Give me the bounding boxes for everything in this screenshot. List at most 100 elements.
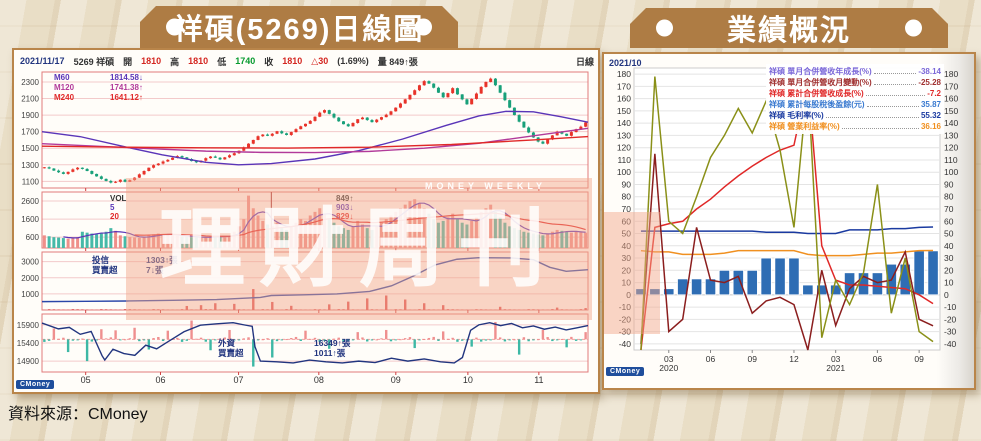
axis-label: 15900 [17,321,40,330]
axis-label: -20 [619,314,632,324]
info-item: 日線 [575,56,594,67]
axis-label: 7↓張 [146,265,164,275]
daily-chart-panel: 2021/11/17 5269 祥碩開 1810 高 1810 低 1740 收 1810 △30… [12,48,600,394]
info-item: 開 [123,56,133,67]
series-line-3 [640,153,934,351]
legend-value: 55.32 [920,111,941,120]
cmoney-logo-badge: CMoney [16,380,55,389]
info-item: 1810 [282,56,303,66]
axis-label: 20 [944,265,954,275]
axis-label: 50 [622,229,632,239]
source-note: 資料來源：CMoney [8,406,148,423]
axis-label: 50 [944,229,954,239]
ma-line-m60 [41,110,589,166]
legend-label: 祥碩 單月合併營收月變動(%) [769,78,872,87]
banner-hole-icon [656,20,673,37]
foreign-cumulative-line [41,321,589,364]
axis-label: 110 [944,155,958,165]
axis-label: 40 [622,241,632,251]
info-item: 2021/11/17 [20,56,65,66]
axis-label: 2020 [659,363,678,373]
axis-label: 買賣超 [92,265,118,275]
legend-value: 35.87 [920,100,941,109]
axis-label: 10 [463,375,473,385]
axis-label: 130 [944,130,958,140]
axis-label: 903↓ [336,203,353,212]
axis-label: 1300 [21,161,39,170]
invest-bars-group [43,289,587,310]
axis-label: -10 [944,302,957,312]
axis-label: 14900 [17,357,40,366]
axis-label: 09 [914,354,924,364]
axis-label: 2600 [21,197,39,206]
axis-label: 40 [944,241,954,251]
axis-label: 15400 [17,339,40,348]
axis-label: 10 [944,278,954,288]
axis-label: -20 [944,314,957,324]
axis-label: 160 [944,94,958,104]
performance-panel: 2021/10 祥碩 單月合併營收年成長(%) -38.14 祥碩 單月合併營收月變… [602,52,976,390]
foreign-bars-group [43,320,587,367]
axis-label: 600 [26,233,40,242]
axis-label: M60 [54,73,70,82]
axis-label: 80 [944,192,954,202]
legend-value: -25.28 [918,78,941,87]
axis-label: M240 [54,93,75,102]
axis-label: 0 [944,290,949,300]
axis-label: 829↓ [336,212,353,221]
cmoney-logo-badge: CMoney [606,367,645,376]
banner-hole-icon [166,19,183,36]
legend-row: 祥碩 單月合併營收月變動(%) -25.28 [769,77,941,88]
axis-label: 180 [617,69,631,79]
axis-label: 03 [831,354,841,364]
axis-label: 買賣超 [218,348,244,358]
axis-label: 60 [622,216,632,226]
axis-label: -40 [619,339,632,349]
axis-label: 03 [664,354,674,364]
axis-label: 1000 [21,290,39,299]
right-title-banner: 業績概況 [630,8,948,48]
legend-row: 祥碩 毛利率(%) 55.32 [769,110,941,121]
axis-label: 100 [617,167,631,177]
legend-value: -38.14 [918,67,941,76]
info-item: 1810 [188,56,209,66]
axis-label: 3000 [21,258,39,267]
info-item: 高 [170,56,180,67]
axis-label: 100 [944,167,958,177]
daily-chart-svg: 2300 2100 1900 1700 1500 1300 1100 M60 1814.58↓ M… [17,71,589,385]
series-line-4 [640,76,934,351]
quote-info-bar: 2021/11/17 5269 祥碩開 1810 高 1810 低 1740 收 1810 △30… [20,55,594,67]
axis-label: 16349↑張 [314,338,351,348]
axis-label: 09 [747,354,757,364]
axis-label: 11 [534,375,543,385]
axis-label: -10 [619,302,632,312]
axis-label: 70 [622,204,632,214]
legend-row: 祥碩 累計每股稅後盈餘(元) 35.87 [769,99,941,110]
axis-label: 外資 [217,338,236,348]
axis-label: 170 [944,81,958,91]
axis-label: 849↑ [336,194,353,203]
axis-label: 140 [944,118,958,128]
legend-value: 36.16 [920,122,941,131]
right-panel-title: 業績概況 [726,15,851,47]
legend-label: 祥碩 累計每股稅後盈餘(元) [769,100,865,109]
axis-label: 160 [617,94,631,104]
date-label: 2021/10 [609,58,642,68]
axis-label: 1011↑張 [314,348,346,358]
axis-label: 08 [314,375,324,385]
axis-label: 05 [81,375,91,385]
axis-label: 180 [944,69,958,79]
axis-label: 1741.38↑ [110,83,143,92]
series-line-1 [640,226,934,235]
axis-label: 1303↑張 [146,255,178,265]
axis-label: 1100 [22,177,40,186]
invest-cumulative-line [41,256,589,303]
axis-label: 06 [873,354,883,364]
axis-label: 110 [617,155,631,165]
axis-label: 2100 [21,95,39,104]
axis-label: 投信 [92,255,110,265]
axis-label: 90 [944,179,954,189]
candlestick-chart: 2300 2100 1900 1700 1500 1300 1100 M60 1814.58↓ M… [14,68,594,388]
axis-label: 2300 [21,78,39,87]
